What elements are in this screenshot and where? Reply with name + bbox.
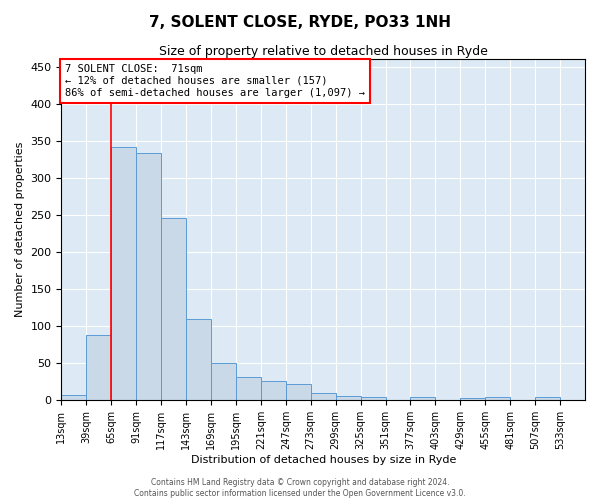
X-axis label: Distribution of detached houses by size in Ryde: Distribution of detached houses by size … — [191, 455, 456, 465]
Bar — [535, 398, 560, 400]
Bar — [311, 393, 335, 400]
Bar — [261, 381, 286, 400]
Bar — [361, 396, 386, 400]
Text: 7, SOLENT CLOSE, RYDE, PO33 1NH: 7, SOLENT CLOSE, RYDE, PO33 1NH — [149, 15, 451, 30]
Bar — [211, 364, 236, 401]
Bar — [61, 395, 86, 400]
Bar — [161, 218, 186, 400]
Y-axis label: Number of detached properties: Number of detached properties — [15, 142, 25, 318]
Text: 7 SOLENT CLOSE:  71sqm
← 12% of detached houses are smaller (157)
86% of semi-de: 7 SOLENT CLOSE: 71sqm ← 12% of detached … — [65, 64, 365, 98]
Bar — [111, 148, 136, 400]
Bar — [410, 398, 436, 400]
Bar — [460, 398, 485, 400]
Bar — [86, 335, 111, 400]
Bar — [335, 396, 361, 400]
Bar — [286, 384, 311, 400]
Title: Size of property relative to detached houses in Ryde: Size of property relative to detached ho… — [159, 45, 488, 58]
Bar — [236, 376, 261, 400]
Bar — [186, 319, 211, 400]
Bar — [485, 398, 510, 400]
Bar — [136, 152, 161, 400]
Text: Contains HM Land Registry data © Crown copyright and database right 2024.
Contai: Contains HM Land Registry data © Crown c… — [134, 478, 466, 498]
